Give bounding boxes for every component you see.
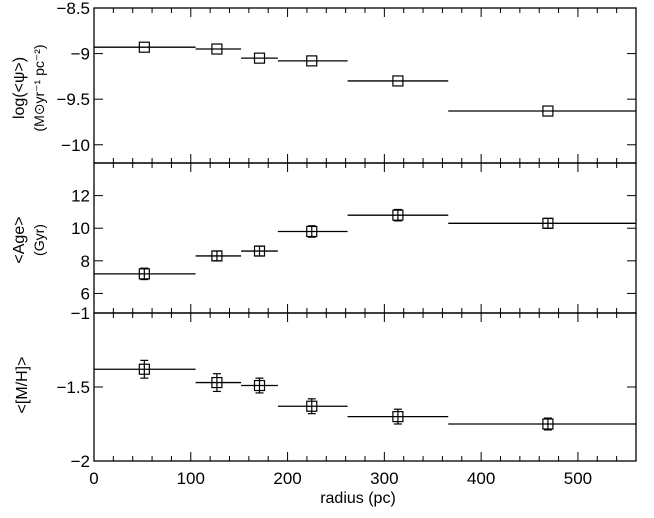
y-tick-label: 10 — [71, 219, 90, 238]
y-tick-label: −1 — [71, 304, 90, 323]
x-tick-label: 200 — [273, 469, 301, 488]
data-point-marker — [392, 411, 404, 423]
bottom-ylabel: <[M/H]> — [14, 357, 31, 414]
x-tick-label: 0 — [89, 469, 98, 488]
data-point-marker — [138, 268, 150, 280]
x-tick-label: 500 — [564, 469, 592, 488]
chart-marks: −8.5 −9 −9.5 −10 6 8 10 12 −1 −1.5 −20 100 200 300 400… — [56, 0, 637, 488]
y-tick-label: −9 — [71, 45, 90, 64]
data-point-marker — [306, 55, 318, 67]
y-tick-label: −10 — [61, 136, 90, 155]
data-point-marker — [542, 418, 554, 430]
top-ylabel-units: (M⊙yr⁻¹ pc⁻²) — [31, 44, 47, 131]
top-ylabel: log(<ψ>) — [11, 57, 28, 119]
x-axis-title: radius (pc) — [320, 490, 396, 507]
panel-frame-middle — [93, 162, 637, 314]
y-tick-label: −9.5 — [56, 90, 90, 109]
y-tick-label: −1.5 — [56, 378, 90, 397]
data-point-marker — [392, 75, 404, 87]
middle-ylabel: <Age> — [11, 216, 28, 263]
middle-ylabel-units: (Gyr) — [31, 224, 47, 256]
data-point-marker — [542, 105, 554, 117]
y-tick-label: −8.5 — [56, 0, 90, 18]
data-point-marker — [211, 250, 223, 262]
y-tick-label: 6 — [81, 284, 90, 303]
x-tick-label: 400 — [467, 469, 495, 488]
data-point-marker — [542, 217, 554, 229]
y-tick-label: −2 — [71, 452, 90, 471]
data-point-marker — [253, 52, 266, 64]
y-tick-label: 12 — [71, 187, 90, 206]
data-point-marker — [306, 225, 318, 238]
x-tick-label: 100 — [177, 469, 205, 488]
data-point-marker — [211, 43, 223, 55]
data-point-marker — [138, 363, 150, 375]
y-tick-label: 8 — [81, 252, 90, 271]
data-point-marker — [306, 400, 318, 412]
data-point-marker — [211, 376, 223, 389]
panel-frame-top — [93, 7, 637, 164]
data-point-marker — [253, 379, 266, 392]
panel-frame-bottom — [93, 312, 637, 462]
data-point-marker — [392, 209, 404, 221]
x-tick-label: 300 — [370, 469, 398, 488]
data-point-marker — [253, 245, 266, 257]
data-point-marker — [138, 41, 150, 53]
